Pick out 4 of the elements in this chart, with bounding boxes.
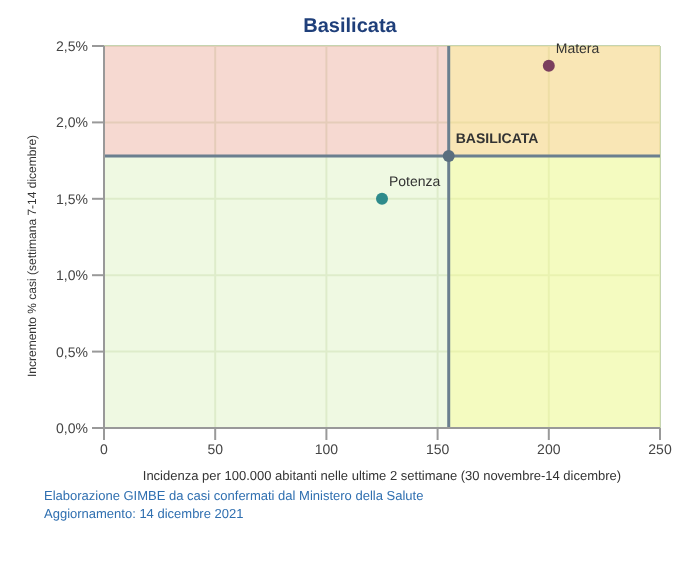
point: [442, 150, 455, 163]
chart-title: Basilicata: [301, 16, 399, 38]
point: [376, 192, 388, 205]
point: [542, 59, 555, 72]
